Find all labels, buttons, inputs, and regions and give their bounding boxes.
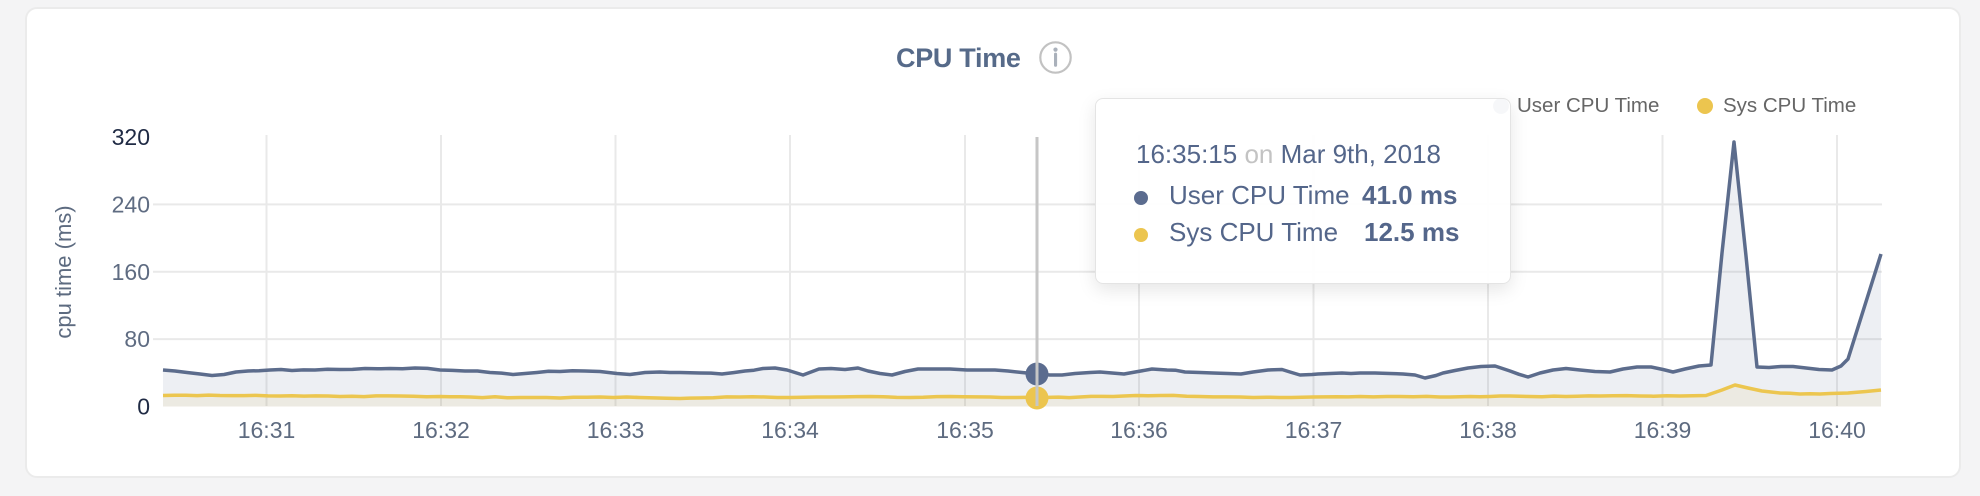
svg-text:80: 80 [124,326,150,352]
svg-text:16:36: 16:36 [1110,417,1168,443]
svg-text:cpu time (ms): cpu time (ms) [51,205,76,338]
svg-text:16:39: 16:39 [1634,417,1692,443]
svg-text:16:31: 16:31 [238,417,296,443]
svg-text:16:38: 16:38 [1459,417,1517,443]
svg-text:16:35: 16:35 [936,417,994,443]
svg-text:320: 320 [112,124,150,150]
svg-text:16:40: 16:40 [1808,417,1866,443]
svg-text:160: 160 [112,259,150,285]
svg-text:240: 240 [112,191,150,217]
svg-text:16:32: 16:32 [412,417,470,443]
svg-text:0: 0 [137,394,150,420]
svg-text:16:34: 16:34 [761,417,819,443]
svg-text:16:37: 16:37 [1285,417,1343,443]
svg-text:16:33: 16:33 [587,417,645,443]
